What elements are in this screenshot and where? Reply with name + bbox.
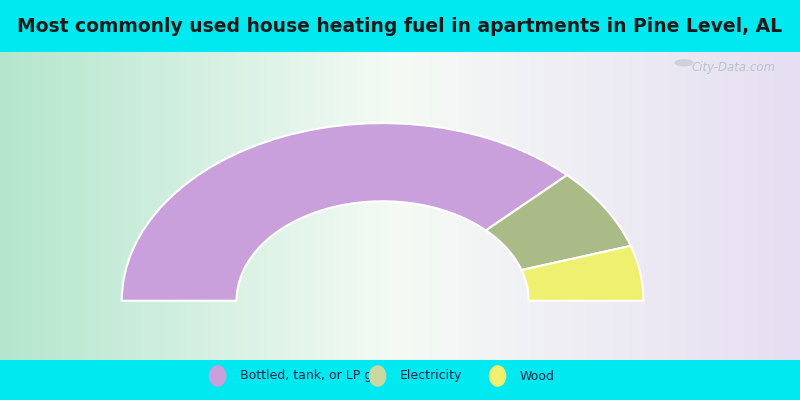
Circle shape — [674, 59, 694, 66]
Text: Wood: Wood — [520, 370, 555, 382]
Wedge shape — [486, 175, 630, 270]
Ellipse shape — [209, 365, 226, 387]
Text: Bottled, tank, or LP gas: Bottled, tank, or LP gas — [240, 370, 386, 382]
Wedge shape — [122, 123, 567, 301]
Text: Most commonly used house heating fuel in apartments in Pine Level, AL: Most commonly used house heating fuel in… — [18, 16, 782, 36]
Ellipse shape — [489, 365, 506, 387]
Ellipse shape — [369, 365, 386, 387]
Text: City-Data.com: City-Data.com — [692, 61, 776, 74]
Wedge shape — [522, 246, 643, 301]
Text: Electricity: Electricity — [400, 370, 462, 382]
